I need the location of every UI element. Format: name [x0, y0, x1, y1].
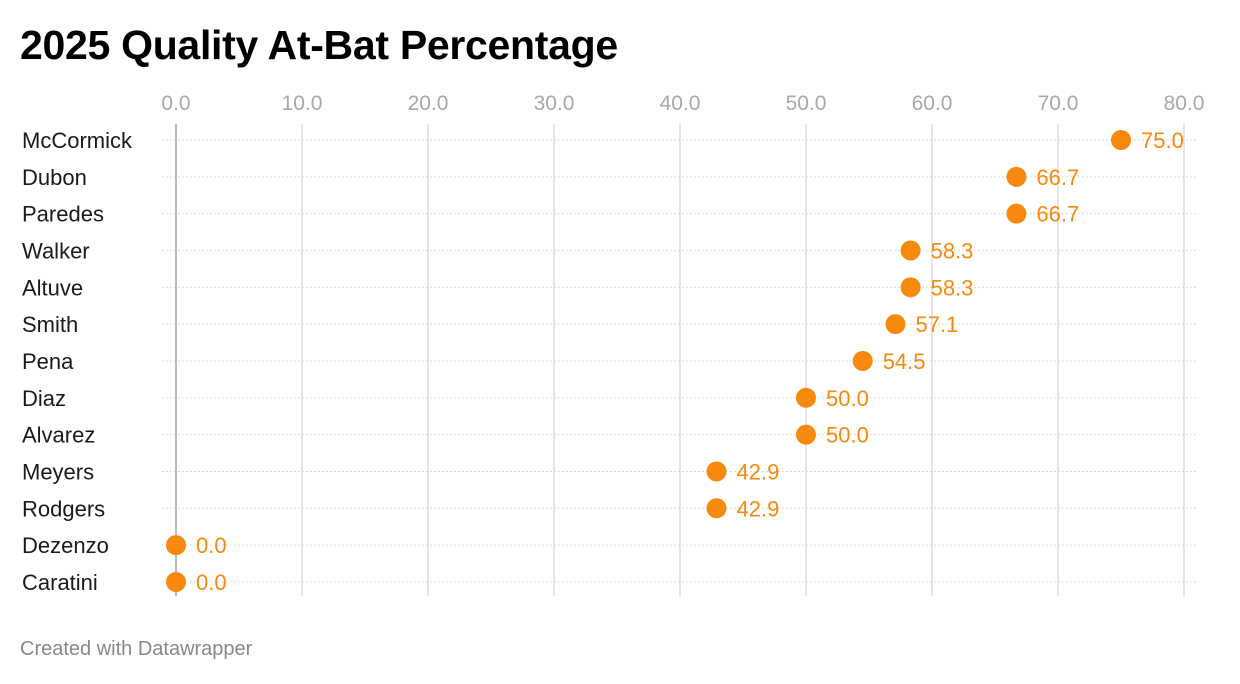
data-point — [1006, 166, 1027, 187]
data-point — [166, 571, 186, 592]
value-label: 57.1 — [915, 312, 958, 337]
footer-credit: Created with Datawrapper — [20, 638, 253, 660]
category-label: Meyers — [22, 459, 94, 484]
data-point — [900, 240, 921, 261]
data-point — [1006, 203, 1027, 224]
value-label: 0.0 — [196, 533, 227, 558]
x-tick-label: 60.0 — [912, 92, 953, 115]
value-label: 66.7 — [1036, 165, 1079, 190]
value-label: 0.0 — [196, 570, 227, 595]
data-point — [796, 424, 816, 445]
value-label: 66.7 — [1036, 202, 1079, 227]
data-point — [706, 498, 727, 519]
value-label: 58.3 — [931, 238, 974, 263]
data-point — [796, 387, 816, 408]
value-label: 50.0 — [826, 423, 869, 448]
x-axis-ticks: 0.0 10.0 20.0 30.0 40.0 50.0 60.0 70.0 80.0 — [161, 92, 1204, 115]
data-point — [1111, 130, 1131, 150]
value-labels: 75.0 66.7 66.7 58.3 58.3 57.1 54.5 50.0 50.0 42.9… — [196, 128, 1184, 595]
value-label: 42.9 — [737, 496, 780, 521]
data-point — [706, 461, 727, 482]
value-label: 54.5 — [883, 349, 926, 374]
data-point — [166, 535, 186, 556]
data-point — [900, 277, 921, 298]
x-tick-label: 30.0 — [534, 92, 575, 115]
category-label: Alvarez — [22, 423, 95, 448]
row-guides — [162, 139, 1196, 583]
grid-lines — [301, 124, 1185, 596]
x-tick-label: 80.0 — [1164, 92, 1205, 115]
x-tick-label: 0.0 — [161, 92, 190, 115]
chart-title: 2025 Quality At-Bat Percentage — [20, 22, 618, 68]
category-label: Smith — [22, 312, 78, 337]
category-label: Dubon — [22, 165, 87, 190]
category-label: Pena — [22, 349, 74, 374]
x-tick-label: 50.0 — [786, 92, 827, 115]
value-label: 42.9 — [737, 459, 780, 484]
data-point — [852, 350, 873, 371]
category-label: McCormick — [22, 128, 133, 153]
x-tick-label: 10.0 — [282, 92, 323, 115]
category-label: Rodgers — [22, 496, 105, 521]
data-points — [166, 130, 1131, 592]
data-point — [885, 314, 906, 335]
x-tick-label: 40.0 — [660, 92, 701, 115]
value-label: 58.3 — [931, 275, 974, 300]
x-tick-label: 70.0 — [1038, 92, 1079, 115]
dot-plot: 0.0 10.0 20.0 30.0 40.0 50.0 60.0 70.0 80.0 McCo… — [22, 92, 1204, 596]
category-label: Dezenzo — [22, 533, 109, 558]
value-label: 75.0 — [1141, 128, 1184, 153]
x-tick-label: 20.0 — [408, 92, 449, 115]
category-label: Walker — [22, 238, 90, 263]
category-label: Caratini — [22, 570, 98, 595]
category-labels: McCormick Dubon Paredes Walker Altuve Smith Pe… — [22, 128, 133, 595]
category-label: Paredes — [22, 202, 104, 227]
category-label: Altuve — [22, 275, 83, 300]
category-label: Diaz — [22, 386, 66, 411]
value-label: 50.0 — [826, 386, 869, 411]
